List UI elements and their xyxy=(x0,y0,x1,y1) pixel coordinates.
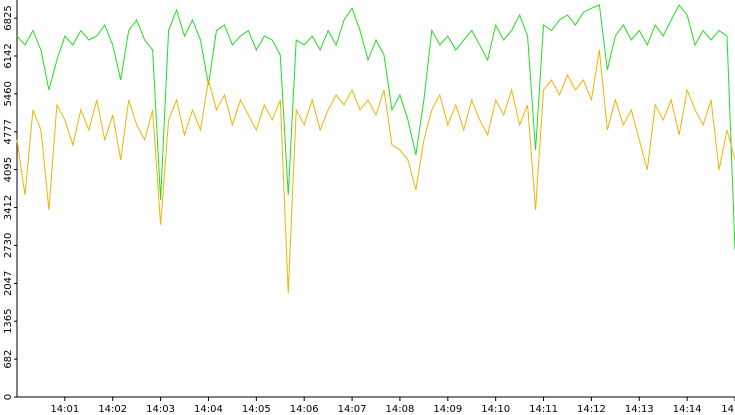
x-tick-label: 14:11 xyxy=(529,404,558,415)
x-tick-label: 14:03 xyxy=(146,404,175,415)
x-tick-label: 14:01 xyxy=(50,404,79,415)
x-tick-label: 14:02 xyxy=(98,404,127,415)
y-tick-label: 6142 xyxy=(3,43,14,68)
y-tick-label: 2047 xyxy=(3,271,14,296)
y-tick-label: 0 xyxy=(3,394,14,400)
y-tick-label: 5460 xyxy=(3,81,14,106)
y-tick-label: 2730 xyxy=(3,233,14,258)
x-tick-label: 14:07 xyxy=(338,404,367,415)
y-tick-label: 1365 xyxy=(3,308,14,333)
x-tick-label: 14:13 xyxy=(625,404,654,415)
x-tick-label: 14:10 xyxy=(481,404,510,415)
x-tick-label: 14:14 xyxy=(673,404,702,415)
x-tick-label: 14:08 xyxy=(386,404,415,415)
series-line xyxy=(16,4,735,250)
y-tick-label: 4777 xyxy=(3,119,14,144)
x-tick-label: 14:05 xyxy=(242,404,271,415)
x-tick-label: 14 xyxy=(721,404,734,415)
x-tick-label: 14:09 xyxy=(433,404,462,415)
y-tick-label: 4095 xyxy=(3,157,14,182)
y-tick-label: 682 xyxy=(3,350,14,369)
x-tick-label: 14:04 xyxy=(194,404,223,415)
y-tick-label: 3412 xyxy=(3,195,14,220)
x-tick-label: 14:12 xyxy=(577,404,606,415)
y-tick-label: 6825 xyxy=(3,5,14,30)
x-tick-label: 14:06 xyxy=(290,404,319,415)
series-line xyxy=(16,49,735,294)
